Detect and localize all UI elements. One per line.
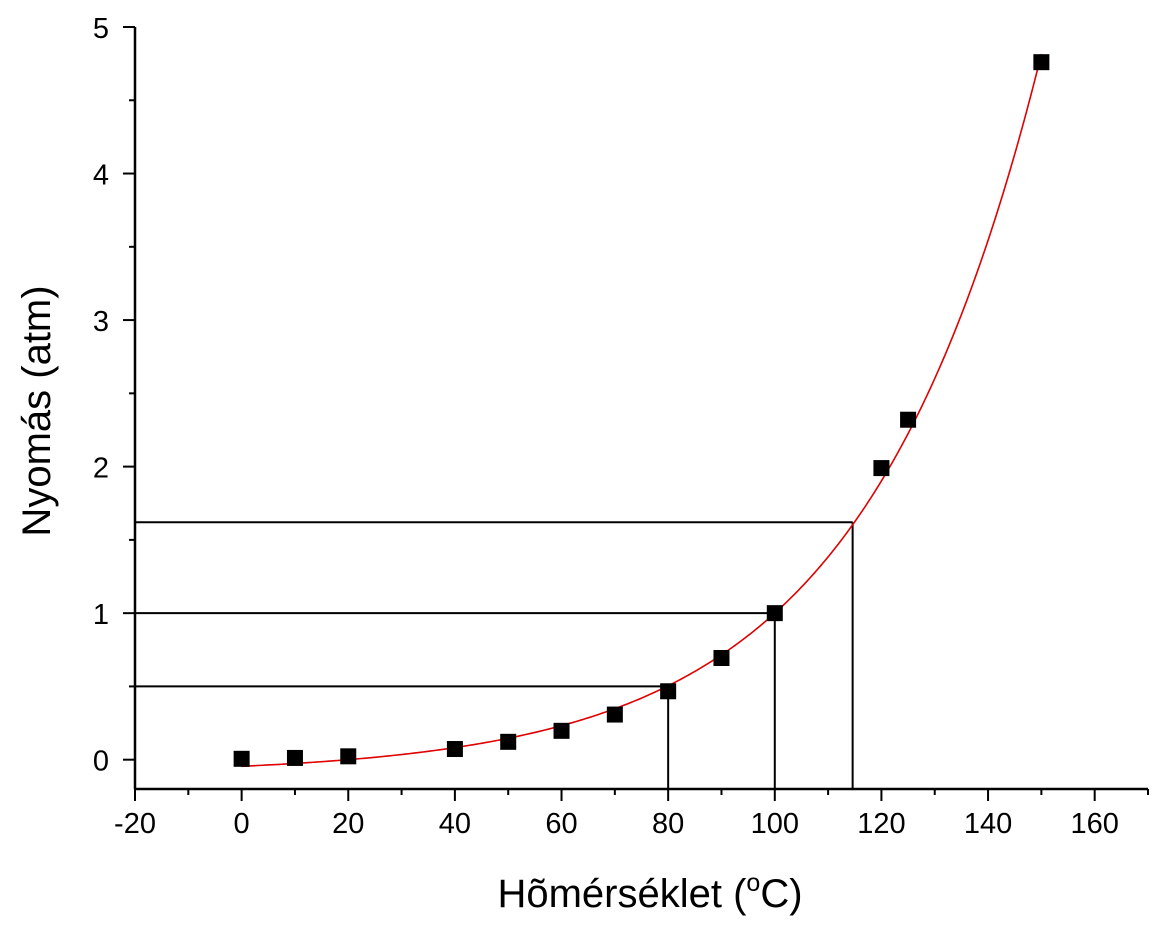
y-tick-label: 4 [93, 160, 109, 192]
y-tick-label: 5 [93, 13, 109, 45]
data-point-7 [660, 683, 677, 700]
data-point-3 [446, 740, 463, 757]
y-tick-label: 1 [93, 599, 109, 631]
x-axis-title-unit: C) [760, 872, 802, 916]
data-point-11 [900, 411, 917, 428]
y-tick-label: 2 [93, 453, 109, 485]
x-tick-label: 140 [964, 808, 1012, 840]
data-point-10 [873, 460, 890, 477]
x-tick-label: 100 [751, 808, 799, 840]
data-point-5 [553, 722, 570, 739]
data-point-6 [606, 706, 623, 723]
x-tick-label: -20 [114, 808, 156, 840]
data-point-9 [766, 605, 783, 622]
y-tick-label: 0 [93, 746, 109, 778]
data-point-2 [340, 748, 357, 765]
fit-curve [241, 53, 1043, 768]
data-point-0 [233, 750, 250, 767]
plot-area [135, 53, 1050, 789]
y-tick-label: 3 [93, 306, 109, 338]
x-tick-label: 60 [545, 808, 577, 840]
x-axis-title-main: Hõmérséklet ( [497, 872, 747, 916]
y-axis-title: Nyomás (atm) [15, 285, 59, 536]
data-point-12 [1033, 54, 1050, 71]
x-tick-label: 0 [234, 808, 250, 840]
data-point-4 [500, 733, 517, 750]
data-point-1 [286, 749, 303, 766]
x-tick-label: 20 [332, 808, 364, 840]
x-tick-label: 120 [857, 808, 905, 840]
x-axis-title: Hõmérséklet (oC) [497, 869, 802, 916]
x-tick-label: 40 [439, 808, 471, 840]
x-tick-label: 80 [652, 808, 684, 840]
data-point-8 [713, 649, 730, 666]
x-axis-title-degree: o [746, 869, 760, 897]
x-tick-label: 160 [1070, 808, 1118, 840]
